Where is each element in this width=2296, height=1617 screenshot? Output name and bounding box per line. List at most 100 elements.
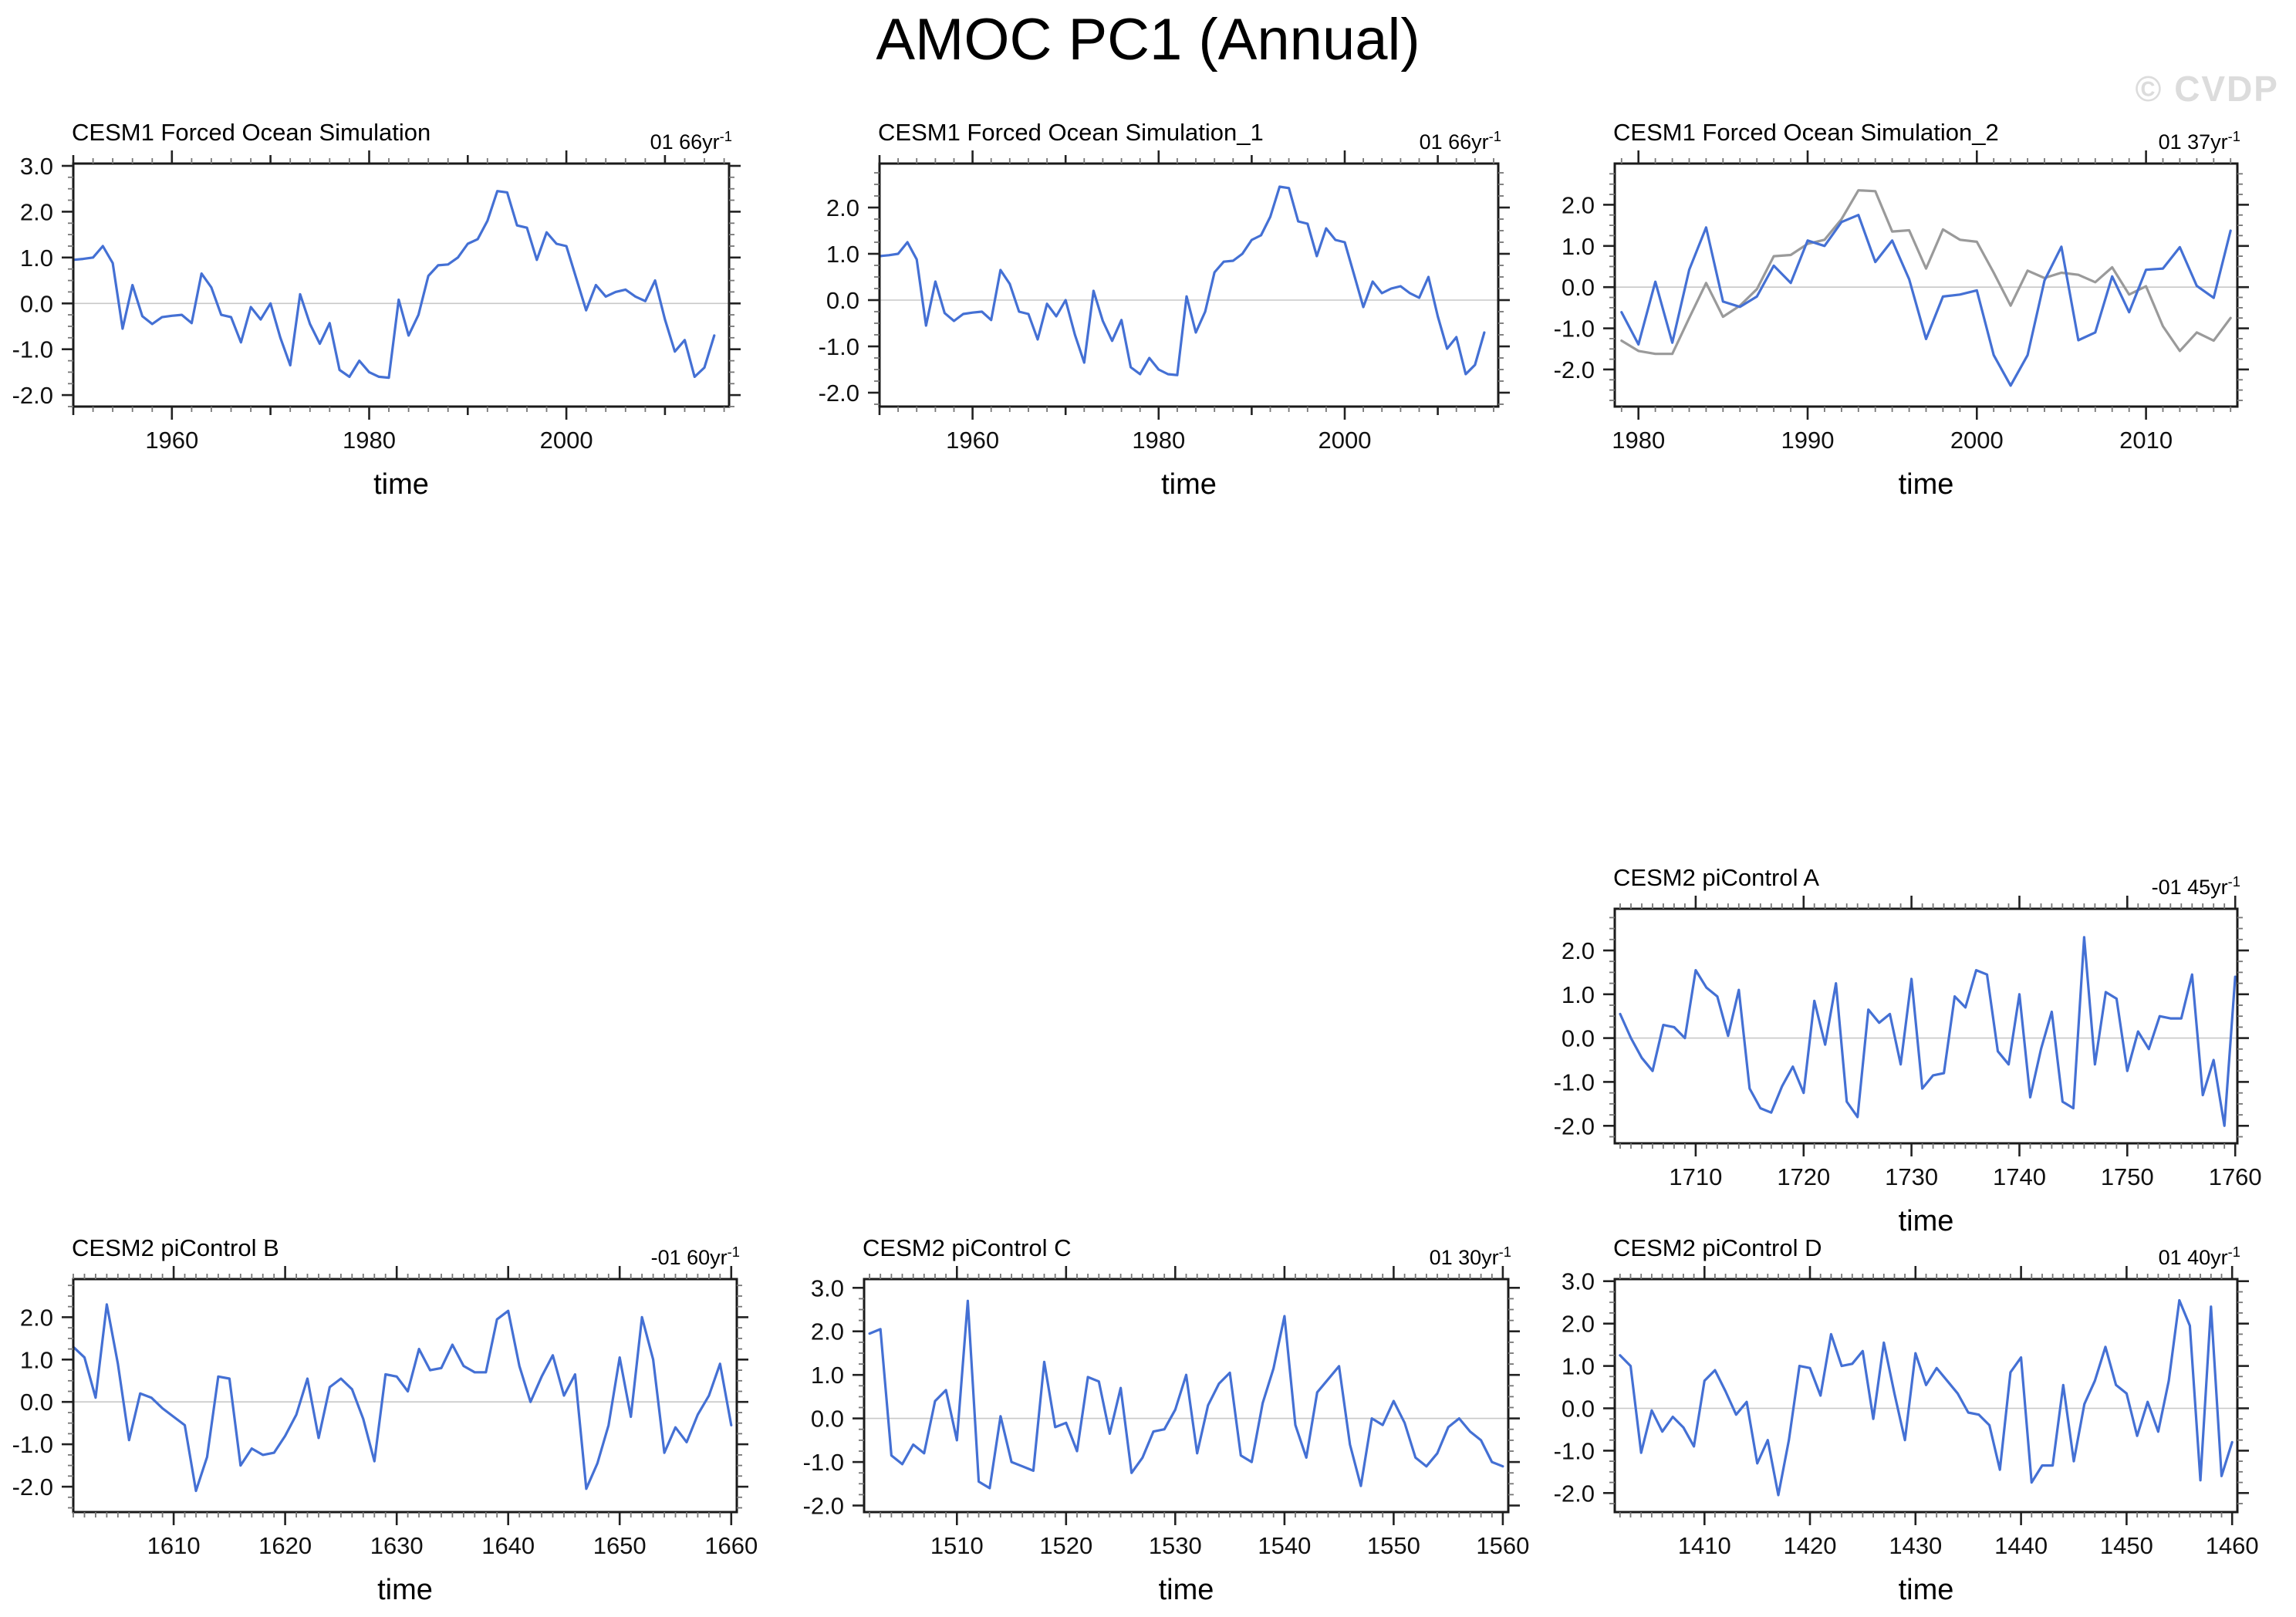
svg-text:2000: 2000 — [1950, 427, 2004, 454]
svg-text:1740: 1740 — [1993, 1163, 2046, 1190]
svg-text:2.0: 2.0 — [20, 1304, 53, 1331]
svg-text:1660: 1660 — [704, 1532, 758, 1559]
trend-label: 01 30yr-1 — [1429, 1244, 1511, 1269]
svg-text:1720: 1720 — [1777, 1163, 1830, 1190]
svg-text:1.0: 1.0 — [1562, 981, 1595, 1008]
svg-text:1750: 1750 — [2101, 1163, 2154, 1190]
svg-text:0.0: 0.0 — [1562, 1025, 1595, 1052]
timeseries-plot: 1610 1620 1630 1640 1650 1660 2.0 1.0 0.0 -1.0 -2.… — [12, 1266, 758, 1559]
figure-title: AMOC PC1 (Annual) — [876, 7, 1420, 73]
svg-text:2010: 2010 — [2119, 427, 2173, 454]
panel-title: CESM1 Forced Ocean Simulation — [72, 119, 431, 146]
svg-text:2.0: 2.0 — [826, 194, 859, 221]
x-axis-title: time — [1898, 1205, 1954, 1237]
x-axis-title: time — [1158, 1574, 1214, 1606]
svg-text:0.0: 0.0 — [826, 287, 859, 314]
x-axis-title: time — [377, 1574, 433, 1606]
trend-label: -01 60yr-1 — [650, 1244, 740, 1269]
svg-text:1630: 1630 — [370, 1532, 424, 1559]
svg-text:1.0: 1.0 — [826, 241, 859, 268]
svg-text:2.0: 2.0 — [811, 1318, 844, 1345]
svg-text:1450: 1450 — [2100, 1532, 2153, 1559]
svg-text:1730: 1730 — [1885, 1163, 1938, 1190]
x-axis-title: time — [1161, 468, 1217, 501]
svg-text:-1.0: -1.0 — [819, 333, 859, 360]
svg-text:1760: 1760 — [2209, 1163, 2262, 1190]
svg-text:3.0: 3.0 — [1562, 1268, 1595, 1295]
x-axis-title: time — [373, 468, 429, 501]
panel-cesm2-picontrol-d: CESM2 piControl D 01 40yr-1 1410 1420 1430… — [1554, 1234, 2259, 1606]
svg-text:2000: 2000 — [1319, 427, 1372, 454]
svg-text:1620: 1620 — [258, 1532, 312, 1559]
svg-text:1420: 1420 — [1784, 1532, 1837, 1559]
svg-text:3.0: 3.0 — [20, 153, 53, 180]
panel-cesm2-picontrol-b: CESM2 piControl B -01 60yr-1 1610 1620 163… — [12, 1234, 758, 1606]
svg-text:1710: 1710 — [1669, 1163, 1722, 1190]
svg-text:0.0: 0.0 — [1562, 274, 1595, 301]
svg-text:-2.0: -2.0 — [803, 1493, 844, 1520]
svg-text:2.0: 2.0 — [20, 198, 53, 225]
svg-text:1.0: 1.0 — [1562, 1353, 1595, 1380]
svg-text:1650: 1650 — [593, 1532, 647, 1559]
panel-title: CESM1 Forced Ocean Simulation_2 — [1613, 119, 1999, 146]
svg-text:0.0: 0.0 — [20, 1389, 53, 1416]
svg-text:2.0: 2.0 — [1562, 937, 1595, 964]
svg-text:2.0: 2.0 — [1562, 1311, 1595, 1338]
svg-text:1540: 1540 — [1258, 1532, 1311, 1559]
x-axis-title: time — [1898, 1574, 1954, 1606]
svg-text:1510: 1510 — [930, 1532, 984, 1559]
svg-text:1610: 1610 — [147, 1532, 201, 1559]
timeseries-plot: 1710 1720 1730 1740 1750 1760 2.0 1.0 0.0 -1.0 -2.… — [1554, 896, 2262, 1190]
svg-text:-1.0: -1.0 — [1554, 1437, 1595, 1464]
svg-text:2.0: 2.0 — [1562, 191, 1595, 218]
svg-text:-1.0: -1.0 — [803, 1449, 844, 1476]
x-axis-title: time — [1898, 468, 1954, 501]
svg-text:1980: 1980 — [343, 427, 396, 454]
panel-cesm1-forced-ocean-simulation-1: CESM1 Forced Ocean Simulation_1 01 66yr-… — [819, 119, 1510, 501]
svg-text:-2.0: -2.0 — [1554, 1112, 1595, 1139]
svg-text:1980: 1980 — [1132, 427, 1185, 454]
svg-text:1960: 1960 — [145, 427, 198, 454]
panel-title: CESM2 piControl D — [1613, 1234, 1822, 1261]
timeseries-plot: 1980 1990 2000 2010 2.0 1.0 0.0 -1.0 -2.0 — [1554, 150, 2249, 454]
svg-text:1530: 1530 — [1149, 1532, 1202, 1559]
svg-text:1.0: 1.0 — [1562, 233, 1595, 260]
svg-text:-2.0: -2.0 — [1554, 1480, 1595, 1507]
svg-text:1410: 1410 — [1678, 1532, 1731, 1559]
svg-text:-1.0: -1.0 — [12, 1431, 53, 1458]
svg-text:1560: 1560 — [1476, 1532, 1529, 1559]
cvdp-watermark: © CVDP — [2135, 69, 2279, 109]
svg-text:1640: 1640 — [481, 1532, 535, 1559]
svg-text:0.0: 0.0 — [1562, 1396, 1595, 1423]
svg-text:1.0: 1.0 — [20, 245, 53, 272]
panel-cesm2-picontrol-a: CESM2 piControl A -01 45yr-1 1710 1720 173… — [1554, 864, 2262, 1237]
trend-label: 01 37yr-1 — [2158, 128, 2240, 154]
svg-text:-2.0: -2.0 — [12, 382, 53, 409]
panel-title: CESM2 piControl B — [72, 1234, 279, 1261]
svg-text:1550: 1550 — [1367, 1532, 1420, 1559]
timeseries-plot: 1960 1980 2000 2.0 1.0 0.0 -1.0 -2.0 — [819, 150, 1510, 454]
panel-title: CESM2 piControl C — [863, 1234, 1072, 1261]
trend-label: 01 40yr-1 — [2158, 1244, 2240, 1269]
svg-text:1.0: 1.0 — [20, 1346, 53, 1373]
panel-cesm2-picontrol-c: CESM2 piControl C 01 30yr-1 1510 1520 1530… — [803, 1234, 1530, 1606]
svg-text:-2.0: -2.0 — [1554, 356, 1595, 383]
svg-text:1430: 1430 — [1889, 1532, 1942, 1559]
svg-text:1440: 1440 — [1994, 1532, 2048, 1559]
svg-text:0.0: 0.0 — [811, 1406, 844, 1433]
svg-text:1520: 1520 — [1039, 1532, 1092, 1559]
svg-text:1460: 1460 — [2206, 1532, 2259, 1559]
svg-text:-2.0: -2.0 — [12, 1474, 53, 1501]
svg-text:0.0: 0.0 — [20, 290, 53, 317]
svg-text:-1.0: -1.0 — [1554, 1068, 1595, 1095]
svg-text:1960: 1960 — [946, 427, 999, 454]
timeseries-plot: 1510 1520 1530 1540 1550 1560 3.0 2.0 1.0 0.0 -1.0… — [803, 1266, 1529, 1559]
svg-text:-1.0: -1.0 — [12, 336, 53, 363]
svg-text:1980: 1980 — [1612, 427, 1665, 454]
trend-label: 01 66yr-1 — [650, 128, 732, 154]
svg-text:3.0: 3.0 — [811, 1274, 844, 1301]
timeseries-plot: 1960 1980 2000 3.0 2.0 1.0 0.0 -1.0 -2.0 — [12, 150, 741, 454]
svg-text:2000: 2000 — [540, 427, 593, 454]
svg-text:-2.0: -2.0 — [819, 380, 859, 407]
timeseries-plot: 1410 1420 1430 1440 1450 1460 3.0 2.0 1.0 0.0 -1.0… — [1554, 1266, 2259, 1559]
